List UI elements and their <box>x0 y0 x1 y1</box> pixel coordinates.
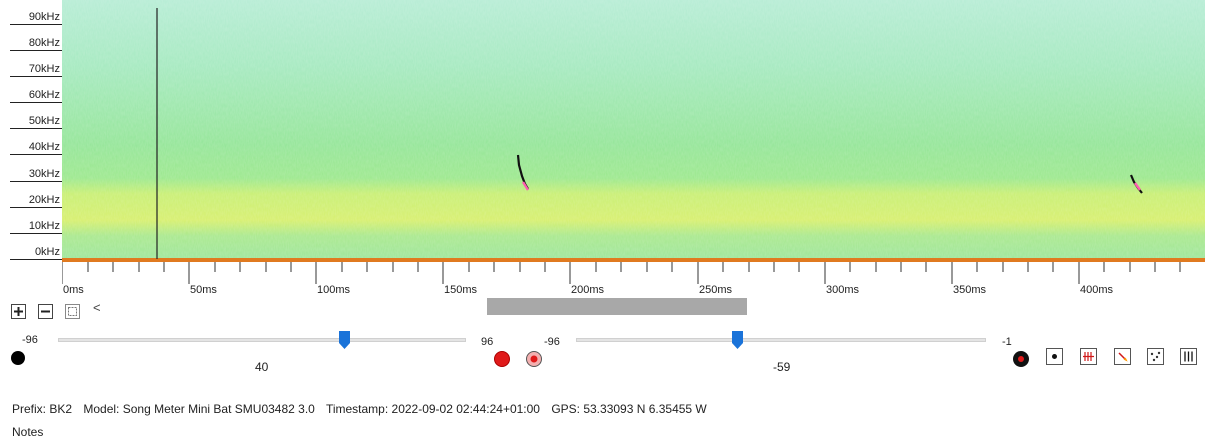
record-dot-icon <box>1018 356 1024 362</box>
freq-tick <box>10 207 62 208</box>
slope-icon <box>1118 352 1128 362</box>
left-slider-thumb[interactable] <box>339 331 350 349</box>
dot-icon <box>1052 354 1057 359</box>
left-slider-track[interactable] <box>58 338 466 342</box>
spectrogram-svg <box>62 0 1205 262</box>
frequency-axis: 90kHz 80kHz 70kHz 60kHz 50kHz 40kHz 30kH… <box>0 0 62 262</box>
right-slider-value: -59 <box>773 360 791 374</box>
right-slider-track[interactable] <box>576 338 986 342</box>
metadata-timestamp: Timestamp: 2022-09-02 02:44:24+01:00 <box>325 402 540 416</box>
time-label: 200ms <box>571 284 605 296</box>
slope-tool-button[interactable] <box>1114 348 1131 365</box>
freq-label: 80kHz <box>28 37 60 49</box>
metadata-prefix: Prefix: BK2 <box>12 402 73 416</box>
time-label: 0ms <box>63 284 84 296</box>
time-label: 50ms <box>190 284 217 296</box>
fit-icon <box>68 307 77 316</box>
freq-label: 40kHz <box>28 141 60 153</box>
columns-icon <box>1184 351 1193 362</box>
freq-label: 20kHz <box>28 194 60 206</box>
zoom-out-button[interactable] <box>38 304 53 319</box>
record-button[interactable] <box>1013 351 1029 367</box>
plus-icon <box>14 307 23 316</box>
left-slider-max: 96 <box>481 336 494 348</box>
freq-label: 10kHz <box>28 220 60 232</box>
right-slider-thumb[interactable] <box>732 331 743 349</box>
freq-tick <box>10 154 62 155</box>
freq-tick <box>10 181 62 182</box>
spectrogram-canvas[interactable] <box>62 0 1205 262</box>
grid-tool-button[interactable] <box>1080 348 1097 365</box>
recording-metadata: Prefix: BK2 Model: Song Meter Mini Bat S… <box>12 402 715 416</box>
notes-label: Notes <box>12 425 44 439</box>
freq-label: 70kHz <box>28 63 60 75</box>
bat-call-2-highlight <box>1134 182 1141 191</box>
freq-label: 0kHz <box>34 246 60 258</box>
metadata-model: Model: Song Meter Mini Bat SMU03482 3.0 <box>83 402 315 416</box>
scatter-icon <box>1150 351 1161 362</box>
columns-tool-button[interactable] <box>1180 348 1197 365</box>
record-target-button[interactable] <box>526 351 542 367</box>
time-label: 350ms <box>953 284 987 296</box>
freq-tick <box>10 102 62 103</box>
bat-call-1-highlight <box>521 181 530 191</box>
zoom-controls: < <box>0 298 1205 320</box>
time-label: 150ms <box>444 284 478 296</box>
zoom-in-button[interactable] <box>11 304 26 319</box>
freq-tick <box>10 76 62 77</box>
left-slider-value: 40 <box>255 360 269 374</box>
zoom-fit-button[interactable] <box>65 304 80 319</box>
freq-tick <box>10 24 62 25</box>
time-label: 100ms <box>317 284 351 296</box>
target-icon <box>530 355 538 363</box>
right-slider-max: -1 <box>1002 336 1012 348</box>
scatter-tool-button[interactable] <box>1147 348 1164 365</box>
left-slider-min: -96 <box>22 334 38 346</box>
time-ticks <box>61 262 1181 284</box>
spectrogram-panel: 90kHz 80kHz 70kHz 60kHz 50kHz 40kHz 30kH… <box>0 0 1205 262</box>
freq-tick <box>10 50 62 51</box>
spectrogram-noise <box>62 0 1205 262</box>
horizontal-scroll-thumb[interactable] <box>487 298 747 315</box>
point-tool-button[interactable] <box>1046 348 1063 365</box>
baseline-bar <box>62 258 1205 262</box>
metadata-gps: GPS: 53.33093 N 6.35455 W <box>551 402 707 416</box>
time-label: 400ms <box>1080 284 1114 296</box>
time-label: 250ms <box>699 284 733 296</box>
red-grid-icon <box>1083 352 1094 361</box>
right-slider-min: -96 <box>544 336 560 348</box>
freq-tick <box>10 128 62 129</box>
scroll-left-button[interactable]: < <box>93 300 101 315</box>
red-circle-icon[interactable] <box>494 351 510 367</box>
black-circle-icon[interactable] <box>11 351 25 365</box>
freq-label: 60kHz <box>28 89 60 101</box>
freq-label: 30kHz <box>28 168 60 180</box>
freq-tick <box>10 233 62 234</box>
freq-label: 50kHz <box>28 115 60 127</box>
freq-tick <box>10 259 62 260</box>
time-label: 300ms <box>826 284 860 296</box>
freq-label: 90kHz <box>28 11 60 23</box>
time-axis: 0ms 50ms 100ms 150ms 200ms 250ms 300ms 3… <box>61 262 1205 298</box>
minus-icon <box>41 310 50 313</box>
